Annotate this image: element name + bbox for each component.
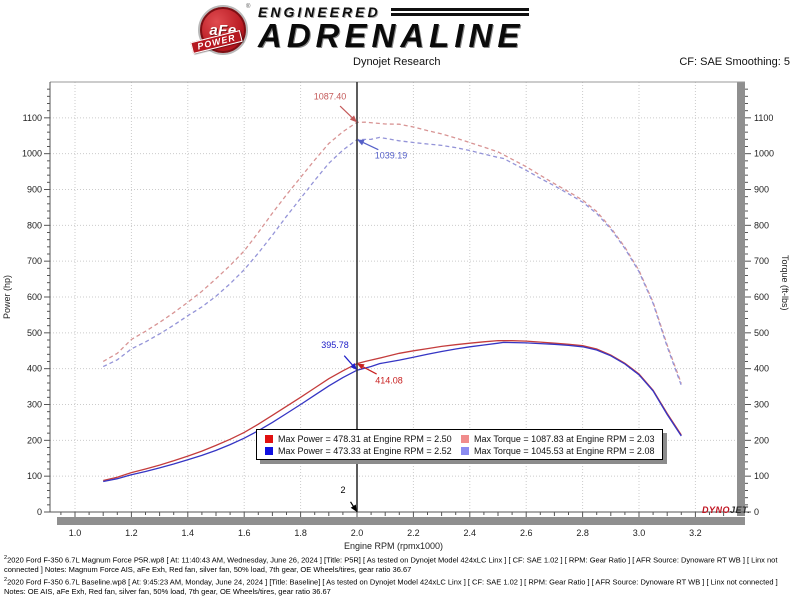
annotation-1087.40: 1087.40	[314, 91, 357, 123]
svg-text:100: 100	[27, 471, 42, 481]
svg-text:2.2: 2.2	[407, 528, 420, 538]
svg-text:600: 600	[754, 292, 769, 302]
curve-torque-p5r	[102, 121, 682, 384]
annotation-2: 2	[340, 485, 357, 512]
dynojet-watermark: DYNOJET.	[702, 505, 750, 515]
legend-swatch-pink	[461, 434, 469, 443]
annotation-414.08: 414.08	[357, 363, 403, 386]
svg-text:700: 700	[754, 256, 769, 266]
svg-text:900: 900	[27, 185, 42, 195]
run-info: 22020 Ford F-350 6.7L Magnum Force P5R.w…	[4, 554, 796, 597]
svg-text:800: 800	[27, 220, 42, 230]
svg-text:200: 200	[27, 435, 42, 445]
svg-text:1000: 1000	[22, 149, 42, 159]
brand-adrenaline-text: ADRENALINE	[258, 17, 525, 54]
speed-lines-decoration	[390, 8, 529, 16]
run-number: 2	[4, 576, 8, 583]
run-line-p5r: 22020 Ford F-350 6.7L Magnum Force P5R.w…	[4, 554, 796, 575]
gridlines	[50, 82, 737, 512]
legend-label: Max Torque = 1087.83 at Engine RPM = 2.0…	[474, 433, 655, 444]
svg-text:1.8: 1.8	[294, 528, 307, 538]
legend-item-max-torque-baseline: Max Torque = 1045.53 at Engine RPM = 2.0…	[461, 445, 654, 456]
svg-text:400: 400	[27, 364, 42, 374]
svg-text:600: 600	[27, 292, 42, 302]
brand-wordmark: ENGINEERED ADRENALINE	[258, 4, 529, 54]
svg-text:395.78: 395.78	[321, 340, 349, 350]
svg-text:500: 500	[27, 328, 42, 338]
annotation-395.78: 395.78	[321, 340, 357, 371]
rpm-axis-title: Engine RPM (rpmx1000)	[343, 541, 444, 551]
run-line-baseline: 22020 Ford F-350 6.7L Baseline.wp8 [ At:…	[4, 576, 796, 597]
svg-text:3.2: 3.2	[689, 528, 702, 538]
power-axis-title: Power (hp)	[2, 274, 12, 320]
brand-engineered-text: ENGINEERED	[258, 4, 381, 20]
registered-mark: ®	[246, 4, 251, 10]
svg-text:300: 300	[754, 400, 769, 410]
run-number: 2	[4, 555, 8, 561]
svg-text:1100: 1100	[754, 113, 773, 123]
annotation-1039.19: 1039.19	[357, 139, 408, 161]
svg-text:900: 900	[754, 185, 769, 195]
legend-item-max-power-p5r: Max Power = 478.31 at Engine RPM = 2.50	[265, 433, 461, 444]
svg-text:2.8: 2.8	[576, 528, 589, 538]
svg-text:1039.19: 1039.19	[375, 151, 408, 161]
svg-text:2.4: 2.4	[464, 528, 477, 538]
svg-text:500: 500	[754, 328, 769, 338]
legend-label: Max Power = 478.31 at Engine RPM = 2.50	[278, 433, 452, 444]
torque-axis-title: Torque (ft-lbs)	[780, 255, 790, 311]
svg-text:400: 400	[754, 364, 769, 374]
curve-power-baseline	[103, 341, 682, 483]
svg-text:2.0: 2.0	[351, 528, 364, 538]
svg-text:1.0: 1.0	[69, 528, 82, 538]
y-axis-ticks: 0 0 100 100 200 200 300 300 400 400 500 500 600 600 70…	[22, 88, 774, 517]
legend-swatch-lightblue	[461, 446, 469, 455]
curve-torque-baseline	[102, 136, 682, 386]
legend-label: Max Torque = 1045.53 at Engine RPM = 2.0…	[474, 445, 655, 456]
horizontal-scrollbar[interactable]	[57, 517, 745, 525]
svg-text:1.6: 1.6	[238, 528, 251, 538]
svg-text:1100: 1100	[23, 113, 42, 123]
run-text: 2020 Ford F-350 6.7L Baseline.wp8 [ At: …	[4, 577, 778, 596]
svg-text:1.2: 1.2	[125, 528, 138, 538]
legend-swatch-blue	[265, 446, 273, 455]
svg-text:0: 0	[754, 507, 759, 517]
svg-text:2: 2	[340, 485, 345, 495]
svg-text:2.6: 2.6	[520, 528, 533, 538]
svg-text:300: 300	[27, 400, 42, 410]
legend-item-max-torque-p5r: Max Torque = 1087.83 at Engine RPM = 2.0…	[461, 433, 654, 444]
vertical-scrollbar[interactable]	[737, 82, 745, 516]
svg-text:100: 100	[754, 471, 769, 481]
legend-swatch-red	[265, 434, 273, 443]
svg-text:1000: 1000	[754, 149, 774, 159]
svg-text:1.4: 1.4	[182, 528, 195, 538]
svg-text:0: 0	[37, 507, 42, 517]
chart-subtitle: Dynojet Research	[353, 56, 441, 68]
svg-text:800: 800	[754, 220, 769, 230]
svg-text:3.0: 3.0	[633, 528, 646, 538]
svg-text:414.08: 414.08	[375, 376, 403, 386]
svg-text:1087.40: 1087.40	[314, 91, 347, 101]
legend-label: Max Power = 473.33 at Engine RPM = 2.52	[278, 445, 452, 456]
legend-item-max-power-baseline: Max Power = 473.33 at Engine RPM = 2.52	[265, 445, 461, 456]
curve-power-p5r	[103, 339, 682, 482]
run-text: 2020 Ford F-350 6.7L Magnum Force P5R.wp…	[4, 555, 778, 575]
svg-text:700: 700	[27, 256, 42, 266]
smoothing-setting: CF: SAE Smoothing: 5	[679, 56, 790, 68]
legend: Max Power = 478.31 at Engine RPM = 2.50 …	[256, 429, 664, 460]
svg-text:200: 200	[754, 435, 769, 445]
x-axis-ticks: 1.0 1.2 1.4 1.6 1.8 2.0 2.2 2.4 2.6 2.8 3.0 3.2	[60, 512, 725, 538]
